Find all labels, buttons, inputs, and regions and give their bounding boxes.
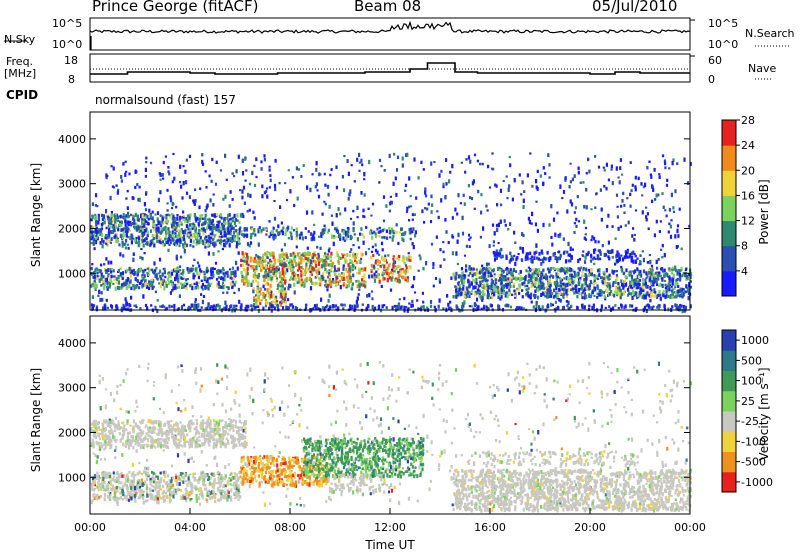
- colorbar-tick-label: 12: [741, 215, 755, 228]
- colorbar-tick-label: -25: [741, 415, 759, 428]
- colorbar-tick-label: 1000: [741, 334, 769, 347]
- colorbar-swatch: [722, 350, 736, 371]
- power-band-evening: [452, 266, 693, 300]
- power-hot-low: [252, 286, 287, 309]
- power-panel-frame: [89, 111, 691, 311]
- nave-tick-bottom: 0: [708, 73, 715, 86]
- nsearch-label: N.Search: [745, 27, 795, 40]
- velocity-grey-mid: [327, 472, 391, 495]
- colorbar-swatch: [722, 120, 736, 146]
- colorbar-tick-label: 8: [741, 240, 748, 253]
- date-label: 05/Jul/2010: [592, 0, 678, 15]
- colorbar-swatch: [722, 471, 736, 493]
- nsky-tick-top: 10^5: [52, 17, 83, 30]
- velocity-orange-region: [240, 454, 329, 488]
- ytick-label: 2000: [58, 222, 86, 235]
- colorbar-swatch: [722, 370, 736, 392]
- nave-tick-top: 60: [708, 54, 722, 67]
- power-hot-noon: [370, 253, 412, 284]
- colorbar-swatch: [722, 411, 736, 432]
- station-title: Prince George (fitACF): [92, 0, 259, 15]
- colorbar-tick-label: -500: [741, 456, 766, 469]
- nsky-label: N.Sky: [4, 33, 36, 46]
- xtick-label: 08:00: [274, 521, 306, 534]
- freq-panel-frame: [89, 53, 691, 83]
- cpid-label: CPID: [6, 88, 39, 102]
- xtick-label: 04:00: [174, 521, 206, 534]
- colorbar-swatch: [722, 220, 736, 247]
- cpid-value: normalsound (fast) 157: [95, 93, 236, 107]
- power-band-upper: [90, 212, 242, 249]
- colorbar-swatch: [722, 270, 736, 297]
- colorbar-swatch: [722, 245, 736, 272]
- ytick-label: 3000: [58, 178, 86, 191]
- velocity-green-region: [302, 437, 425, 480]
- freq-tick-top: 18: [64, 54, 78, 67]
- colorbar-swatch: [722, 330, 736, 351]
- xtick-label: 16:00: [474, 521, 506, 534]
- colorbar-swatch: [722, 145, 736, 171]
- nsearch-tick-bottom: 10^0: [708, 38, 739, 51]
- freq-tick-bottom: 8: [68, 73, 75, 86]
- xaxis-label: Time UT: [365, 538, 415, 552]
- velocity-band-lower: [90, 470, 242, 504]
- colorbar-tick-label: 16: [741, 189, 755, 202]
- ytick-label: 4000: [58, 337, 86, 350]
- power-ground: [90, 303, 692, 314]
- nsky-panel-frame: [89, 17, 691, 51]
- colorbar-swatch: [722, 431, 736, 452]
- freq-label: Freq.: [6, 55, 34, 68]
- ytick-label: 3000: [58, 382, 86, 395]
- colorbar-tick-label: -1000: [741, 476, 773, 489]
- colorbar-tick-label: 500: [741, 354, 762, 367]
- colorbar-swatch: [722, 451, 736, 473]
- xtick-label: 20:00: [574, 521, 606, 534]
- colorbar-swatch: [722, 390, 736, 412]
- nsky-tick-bottom: 10^0: [52, 38, 83, 51]
- colorbar-swatch: [722, 195, 736, 222]
- xtick-label: 00:00: [674, 521, 706, 534]
- ytick-label: 1000: [58, 471, 86, 484]
- ytick-label: 4000: [58, 133, 86, 146]
- colorbar-tick-label: 100: [741, 375, 762, 388]
- colorbar-tick-label: 20: [741, 164, 755, 177]
- velocity-grey-evening-high: [466, 450, 639, 468]
- colorbar-tick-label: 25: [741, 395, 755, 408]
- xtick-label: 12:00: [374, 521, 406, 534]
- colorbar-tick-label: 24: [741, 139, 755, 152]
- colorbar-tick-label: -100: [741, 435, 766, 448]
- nave-label: Nave: [748, 62, 777, 75]
- power-colorbar-frame: [721, 119, 737, 297]
- velocity-band-upper: [90, 419, 248, 450]
- colorbar-tick-label: 28: [741, 114, 755, 127]
- power-band-lower: [90, 266, 237, 291]
- power-band-evening-high: [492, 248, 642, 264]
- power-colorbar: [722, 120, 736, 297]
- velocity-colorbar: [722, 330, 736, 493]
- nsearch-tick-top: 10^5: [708, 17, 739, 30]
- velocity-grey-evening: [452, 468, 693, 513]
- velocity-colorbar-frame: [721, 329, 737, 493]
- xtick-label: 00:00: [74, 521, 106, 534]
- power-hot-region: [240, 250, 368, 289]
- nsky-trace: [89, 20, 691, 34]
- freq-unit: [MHz]: [4, 67, 37, 80]
- beam-label: Beam 08: [354, 0, 422, 15]
- colorbar-tick-label: 4: [741, 265, 748, 278]
- ytick-label: 2000: [58, 426, 86, 439]
- power-band-mid: [240, 226, 417, 242]
- colorbar-swatch: [722, 170, 736, 196]
- freq-trace: [90, 62, 690, 75]
- ytick-label: 1000: [58, 267, 86, 280]
